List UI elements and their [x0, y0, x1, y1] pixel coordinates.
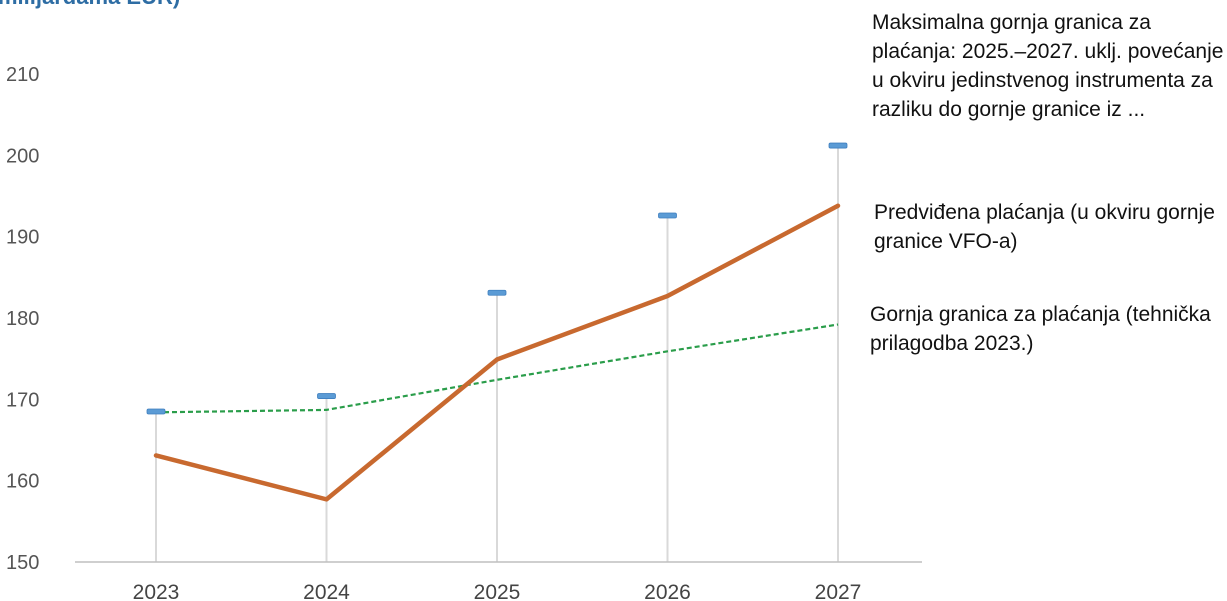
max-ceiling-marker-2025: [487, 289, 507, 296]
series-layer: [153, 203, 841, 502]
max-ceiling-marker-2027: [828, 142, 848, 149]
annotation-planned-payments: Predviđena plaćanja (u okviru gornje gra…: [874, 198, 1227, 256]
max-ceiling-marker-2023: [146, 408, 166, 415]
stems-layer: [155, 145, 839, 562]
y-tick-label-160: 160: [6, 471, 39, 493]
series-line-ceiling: [155, 323, 839, 414]
y-tick-label-200: 200: [6, 145, 39, 167]
max-ceiling-marker-2026: [658, 212, 677, 219]
x-tick-label-2023: 2023: [133, 581, 180, 601]
y-tick-label-180: 180: [6, 308, 39, 330]
y-tick-label-170: 170: [6, 389, 39, 411]
markers-layer: [146, 142, 848, 415]
annotation-ceiling: Gornja granica za plaćanja (tehnička pri…: [870, 303, 1211, 355]
y-tick-label-190: 190: [6, 227, 39, 249]
ticks-layer: 150 160 170 180 190 200 210 2023 2024 2025 2026 202…: [6, 64, 861, 601]
max-ceiling-marker-2024: [317, 393, 336, 399]
x-tick-label-2024: 2024: [303, 581, 350, 601]
chart-title-fragment: milijardama EUR): [0, 0, 180, 8]
annotation-max-ceiling: Maksimalna gornja granica za plaćanja: 2…: [872, 11, 1224, 121]
y-tick-label-210: 210: [6, 64, 39, 86]
x-tick-label-2027: 2027: [815, 581, 862, 601]
x-tick-label-2025: 2025: [474, 581, 521, 601]
series-line-planned-payments: [153, 203, 841, 502]
x-tick-label-2026: 2026: [644, 581, 691, 601]
y-tick-label-150: 150: [6, 552, 39, 574]
